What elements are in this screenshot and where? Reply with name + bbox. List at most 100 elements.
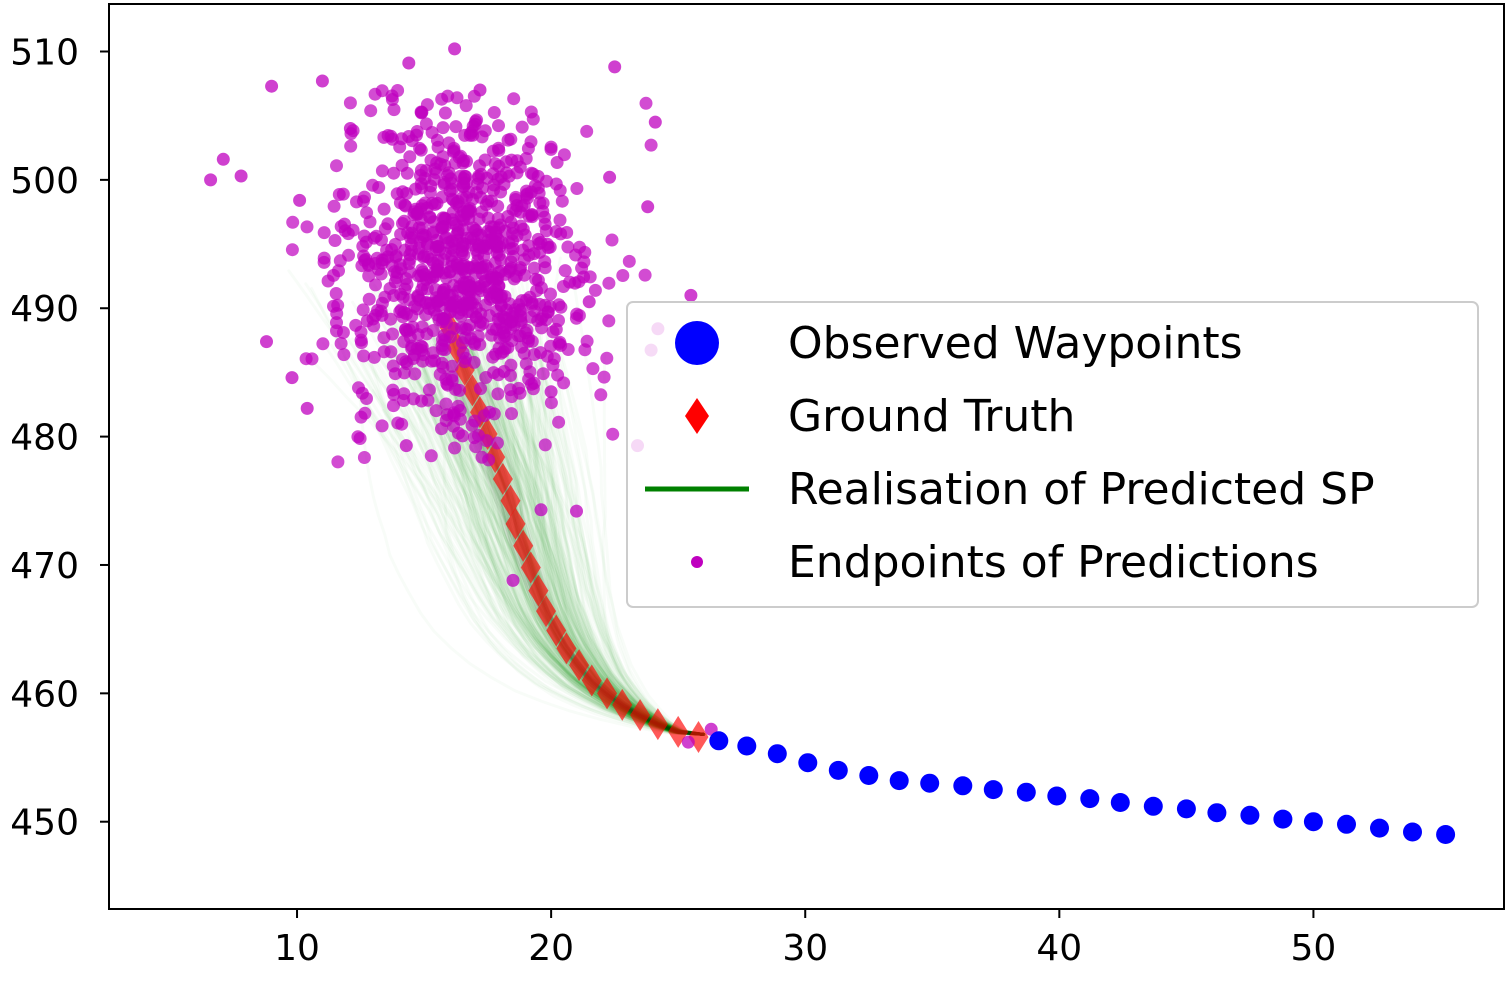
prediction-endpoint — [520, 188, 534, 202]
prediction-endpoint — [429, 404, 443, 418]
prediction-endpoint — [285, 243, 299, 257]
plot-frame — [108, 3, 1505, 910]
prediction-endpoint — [578, 245, 592, 259]
prediction-endpoint — [315, 74, 329, 88]
prediction-endpoint — [536, 367, 550, 381]
prediction-endpoint — [402, 293, 416, 307]
prediction-endpoint — [486, 268, 500, 282]
prediction-endpoint — [558, 264, 572, 278]
prediction-endpoint — [552, 314, 565, 327]
prediction-endpoint — [530, 284, 544, 298]
prediction-endpoint — [356, 239, 370, 253]
prediction-endpoint — [431, 140, 445, 154]
prediction-endpoint — [533, 196, 547, 210]
legend-label: Observed Waypoints — [788, 318, 1243, 369]
prediction-endpoint — [435, 220, 449, 234]
prediction-endpoint — [505, 407, 518, 421]
prediction-endpoint — [507, 318, 521, 332]
prediction-endpoint — [414, 212, 428, 226]
prediction-endpoint — [334, 337, 348, 350]
prediction-endpoint — [460, 154, 473, 168]
prediction-endpoint — [396, 352, 409, 366]
prediction-endpoint — [526, 167, 540, 181]
prediction-endpoint — [456, 180, 470, 193]
prediction-endpoint — [570, 182, 584, 195]
prediction-endpoint — [448, 42, 462, 56]
prediction-endpoint — [398, 282, 412, 296]
prediction-endpoint — [435, 422, 448, 436]
prediction-endpoint — [360, 314, 374, 328]
prediction-endpoint — [451, 223, 465, 237]
prediction-endpoint — [538, 438, 552, 452]
prediction-endpoint — [517, 268, 531, 282]
prediction-endpoint — [286, 215, 300, 229]
ground-truth-marker — [505, 507, 526, 540]
prediction-endpoint — [386, 327, 399, 341]
prediction-endpoint — [409, 182, 422, 196]
prediction-endpoint — [487, 178, 501, 192]
prediction-endpoint — [570, 307, 584, 321]
prediction-endpoint — [641, 200, 655, 214]
prediction-endpoint — [477, 409, 491, 423]
prediction-endpoint — [331, 298, 345, 312]
prediction-endpoint — [577, 255, 591, 269]
ground-truth-marker — [492, 462, 513, 495]
prediction-endpoint — [466, 221, 480, 235]
y-tick-label: 500 — [10, 161, 79, 202]
prediction-endpoint — [431, 254, 445, 268]
prediction-endpoint — [549, 177, 563, 191]
prediction-endpoint — [393, 196, 407, 210]
prediction-endpoint — [681, 735, 695, 749]
prediction-endpoint — [421, 393, 435, 407]
prediction-endpoint — [355, 259, 369, 273]
prediction-endpoint — [507, 92, 521, 106]
prediction-endpoint — [487, 106, 501, 119]
y-tick-label: 480 — [10, 418, 79, 459]
prediction-endpoint — [362, 269, 376, 283]
prediction-endpoint — [332, 188, 346, 201]
prediction-endpoint — [644, 138, 658, 152]
prediction-endpoint — [204, 173, 218, 187]
prediction-endpoint — [588, 283, 602, 297]
prediction-endpoint — [504, 358, 518, 372]
prediction-endpoint — [447, 409, 461, 423]
observed-waypoint — [1176, 799, 1196, 819]
prediction-endpoint — [602, 276, 616, 290]
prediction-endpoint — [580, 124, 594, 138]
y-tick-label: 490 — [10, 289, 79, 330]
prediction-endpoint — [405, 226, 419, 240]
prediction-endpoint — [420, 327, 434, 341]
prediction-endpoint — [368, 87, 382, 101]
prediction-endpoint — [381, 129, 395, 142]
prediction-endpoint — [501, 341, 515, 355]
legend-label: Realisation of Predicted SP — [788, 464, 1375, 515]
prediction-endpoint — [234, 169, 248, 183]
prediction-endpoint — [357, 451, 371, 464]
observed-waypoint — [737, 736, 757, 756]
prediction-endpoint — [374, 267, 388, 281]
prediction-endpoint — [484, 220, 498, 234]
prediction-endpoint — [343, 122, 357, 135]
prediction-endpoint — [383, 282, 397, 295]
observed-waypoint — [1337, 814, 1356, 834]
y-tick-label: 470 — [10, 546, 79, 587]
prediction-endpoint — [473, 159, 486, 173]
prediction-endpoint — [515, 120, 529, 134]
observed-waypoint — [1110, 793, 1130, 812]
prediction-endpoint — [358, 190, 371, 204]
prediction-endpoint — [422, 383, 436, 397]
prediction-endpoint — [684, 288, 698, 302]
prediction-endpoint — [554, 300, 568, 314]
prediction-endpoint — [285, 371, 299, 385]
prediction-endpoint — [521, 142, 535, 155]
prediction-endpoint — [437, 178, 451, 191]
prediction-endpoint — [419, 272, 433, 286]
prediction-endpoint — [557, 148, 571, 162]
prediction-endpoint — [582, 295, 596, 309]
prediction-endpoint — [552, 415, 566, 429]
prediction-endpoint — [399, 439, 413, 453]
prediction-endpoint — [390, 271, 404, 285]
prediction-endpoint — [393, 258, 407, 272]
prediction-endpoint — [444, 330, 457, 344]
prediction-endpoint — [534, 503, 548, 517]
